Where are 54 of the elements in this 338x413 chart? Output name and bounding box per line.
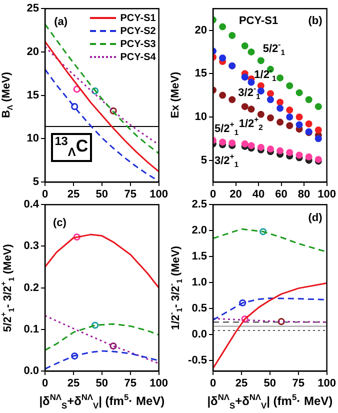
y-tick-label: 0.0 <box>192 328 207 341</box>
x-tick-label: 100 <box>318 188 336 201</box>
x-tick-label: 25 <box>67 378 80 390</box>
y-tick-label: 15 <box>194 68 207 80</box>
x-tick-label: 25 <box>67 188 80 201</box>
x-tick-label: 25 <box>235 378 248 390</box>
x-tick-label: 50 <box>96 188 108 201</box>
y-tick-label: 15 <box>26 89 39 102</box>
annotation: (b) <box>308 14 322 27</box>
x-tick-label: 80 <box>298 188 310 201</box>
annotation: (a) <box>54 16 68 28</box>
text: |δ$^{NΛ}$$_{S}$+δ$^{NΛ}$$_{V}$| (fm$^{5}$· MeV) <box>39 392 165 410</box>
x-tick-label: 0 <box>42 188 48 201</box>
x-tick-label: 0 <box>42 378 48 390</box>
legend-label: PCY-S2 <box>120 26 156 37</box>
x-tick-label: 100 <box>318 378 336 390</box>
x-tick-label: 75 <box>124 188 136 201</box>
annotation: PCY-S1 <box>238 14 278 27</box>
legend-label: PCY-S3 <box>120 38 156 50</box>
y-tick-label: -0.5 <box>188 354 207 367</box>
y-tick-label: 10 <box>26 132 39 145</box>
x-tick-label: 20 <box>230 188 242 201</box>
y-axis-title: Ex (MeV) <box>170 72 182 119</box>
y-tick-label: 0.1 <box>24 323 39 336</box>
x-tick-label: 50 <box>96 378 108 390</box>
y-tick-label: 2.0 <box>192 224 207 237</box>
x-tick-label: 100 <box>150 378 168 390</box>
y-tick-label: 1.0 <box>192 276 207 289</box>
y-tick-label: 5 <box>32 176 39 188</box>
x-tick-label: 50 <box>264 378 276 390</box>
y-tick-label: 5 <box>200 154 207 166</box>
text: |δ$^{NΛ}$$_{S}$+δ$^{NΛ}$$_{V}$| (fm$^{5}$· MeV) <box>207 392 333 410</box>
x-tick-label: 40 <box>252 188 265 201</box>
annotation: (c) <box>52 216 66 229</box>
y-tick-label: 0.2 <box>24 282 39 294</box>
x-tick-label: 0 <box>210 188 216 201</box>
x-tick-label: 100 <box>150 188 168 201</box>
x-tick-label: 75 <box>124 378 136 390</box>
x-tick-label: 60 <box>275 188 288 201</box>
legend-label: PCY-S4 <box>120 52 156 63</box>
y-tick-label: 0.5 <box>192 302 207 315</box>
annotation: (d) <box>308 212 322 224</box>
y-tick-label: 2.5 <box>192 198 207 211</box>
y-tick-label: 25 <box>26 2 39 15</box>
y-tick-label: 0.4 <box>24 198 40 211</box>
x-tick-label: 75 <box>292 378 304 390</box>
y-tick-label: 1.5 <box>192 250 207 263</box>
y-tick-label: 0.0 <box>24 365 39 378</box>
y-tick-label: 20 <box>194 24 207 36</box>
y-tick-label: 10 <box>194 111 207 124</box>
legend-label: PCY-S1 <box>120 12 156 24</box>
y-tick-label: 20 <box>26 46 39 58</box>
y-tick-label: 0.3 <box>24 240 39 252</box>
x-tick-label: 0 <box>210 378 216 390</box>
